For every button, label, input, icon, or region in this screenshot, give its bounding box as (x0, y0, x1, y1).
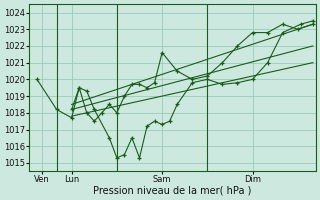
X-axis label: Pression niveau de la mer( hPa ): Pression niveau de la mer( hPa ) (93, 186, 252, 196)
